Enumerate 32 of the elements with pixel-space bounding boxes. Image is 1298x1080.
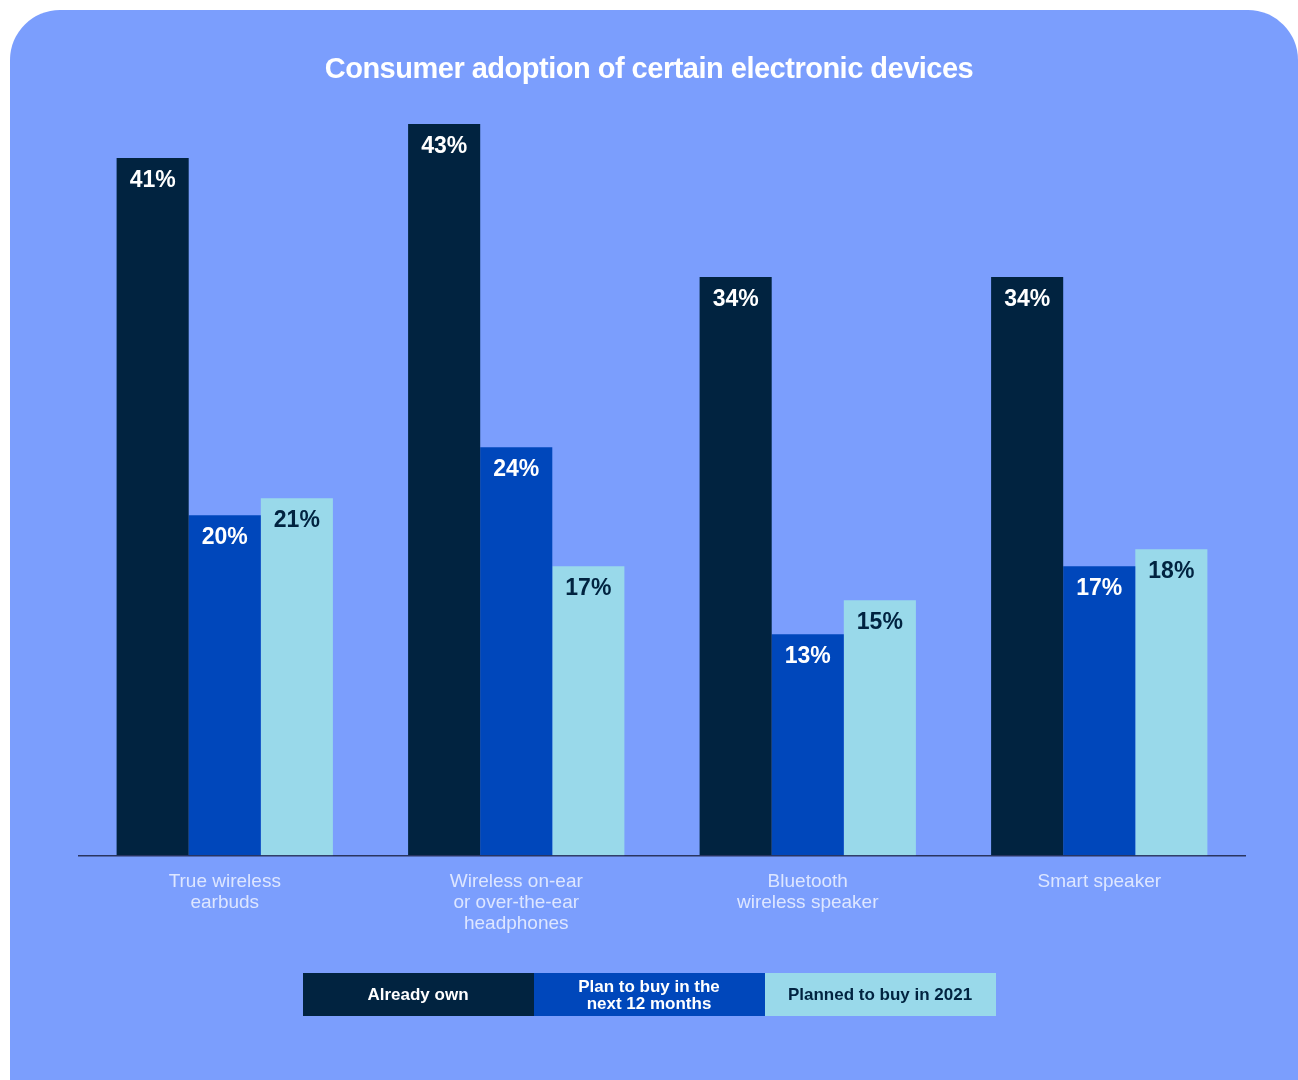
data-label: 21% bbox=[273, 506, 320, 532]
x-tick-label: Wireless on-ear or over-the-ear headphones bbox=[449, 869, 584, 933]
bar bbox=[771, 634, 844, 856]
chart-title: Consumer adoption of certain electronic devices bbox=[323, 52, 975, 85]
data-label: 34% bbox=[1004, 284, 1051, 311]
bar bbox=[699, 277, 772, 856]
bar bbox=[552, 566, 625, 856]
data-label: 17% bbox=[565, 574, 612, 601]
text: Planned to buy in 2021 bbox=[787, 985, 973, 1004]
x-tick-label: Bluetooth wireless speaker bbox=[736, 869, 880, 912]
data-label: 15% bbox=[856, 608, 903, 635]
data-label: 41% bbox=[129, 165, 176, 192]
bar bbox=[480, 447, 553, 856]
text: Plan to buy in the next 12 months bbox=[577, 976, 721, 1013]
bar bbox=[843, 600, 916, 856]
x-tick-label: True wireless earbuds bbox=[168, 869, 281, 912]
bar bbox=[1135, 549, 1208, 856]
data-label: 34% bbox=[712, 284, 759, 311]
bar bbox=[1063, 566, 1136, 856]
data-label: 13% bbox=[784, 642, 831, 669]
data-label: 18% bbox=[1148, 557, 1195, 584]
x-tick-label: Smart speaker bbox=[1037, 869, 1162, 891]
bar bbox=[188, 515, 261, 856]
bar bbox=[991, 277, 1064, 856]
data-label: 17% bbox=[1076, 574, 1123, 601]
bar bbox=[116, 158, 189, 856]
bar bbox=[408, 124, 481, 856]
text: Already own bbox=[367, 985, 469, 1004]
data-label: 24% bbox=[493, 454, 540, 481]
bar bbox=[260, 498, 333, 856]
data-label: 43% bbox=[421, 131, 468, 158]
data-label: 20% bbox=[201, 523, 248, 549]
